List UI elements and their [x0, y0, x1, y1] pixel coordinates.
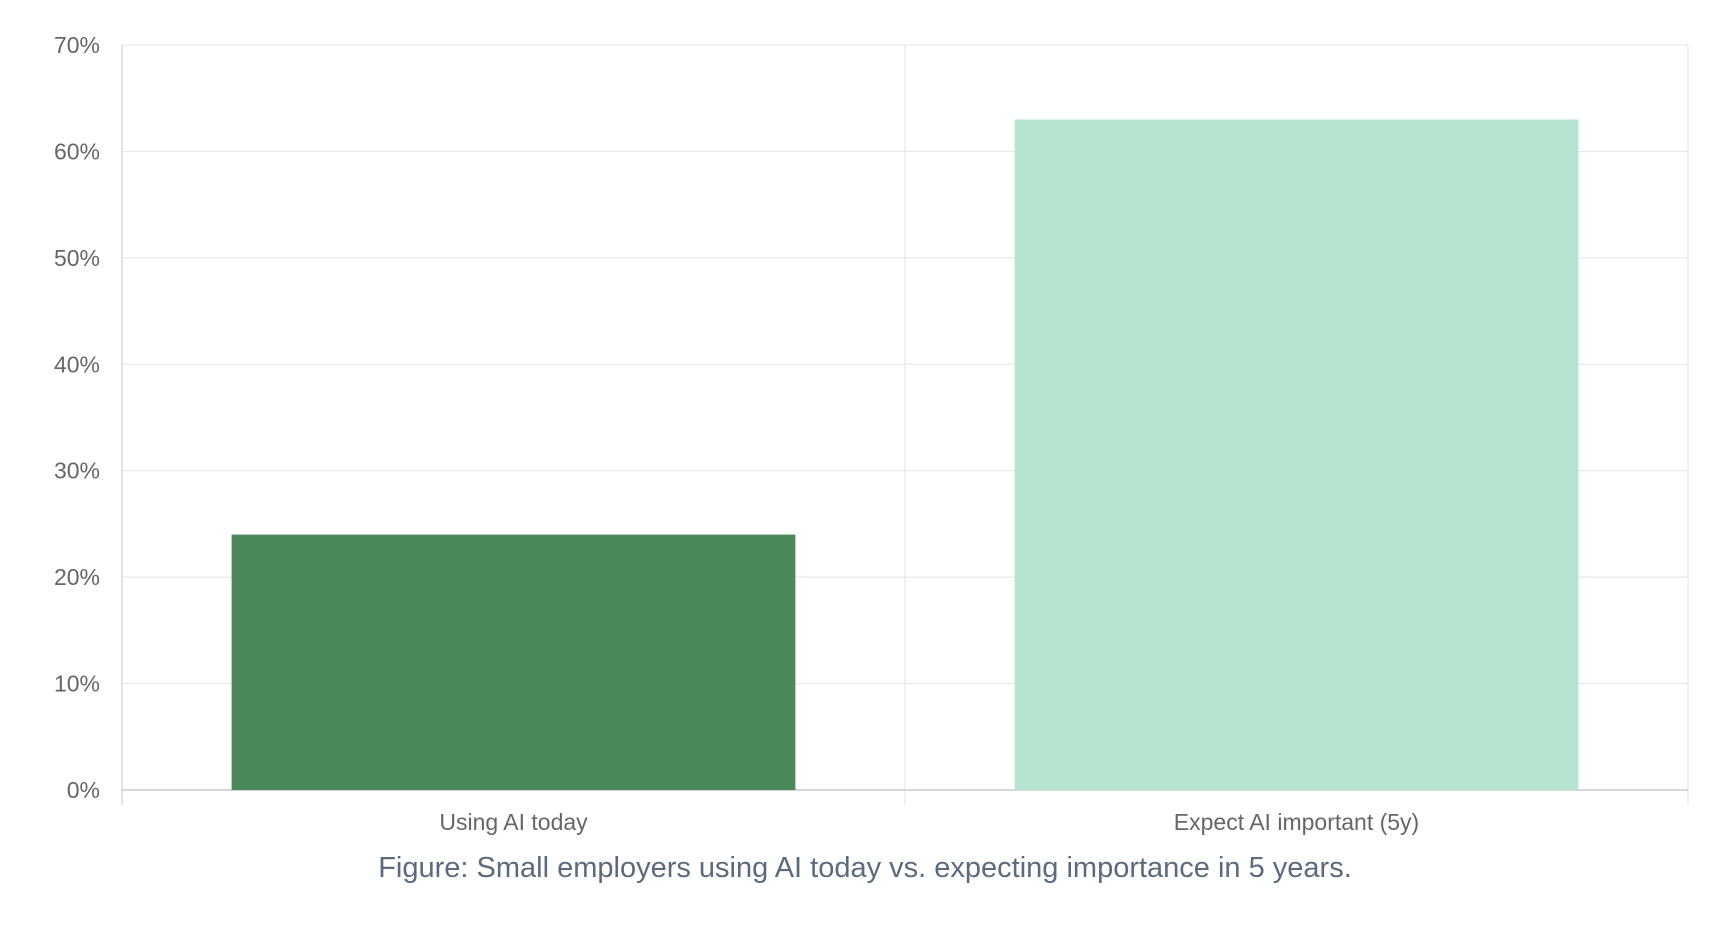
y-tick-label: 70%	[54, 32, 100, 58]
y-tick-label: 30%	[54, 458, 100, 484]
bar-2	[1014, 119, 1579, 790]
y-tick-labels: 0% 10% 20% 30% 40% 50% 60% 70%	[54, 32, 100, 803]
y-tick-label: 0%	[67, 777, 100, 803]
x-tick-label: Using AI today	[439, 809, 588, 835]
bar-1	[231, 534, 796, 790]
bars	[231, 119, 1579, 790]
x-tick-labels: Using AI today Expect AI important (5y)	[439, 809, 1419, 835]
y-tick-label: 60%	[54, 138, 100, 164]
x-tick-label: Expect AI important (5y)	[1174, 809, 1419, 835]
y-tick-label: 20%	[54, 564, 100, 590]
y-tick-label: 50%	[54, 245, 100, 271]
y-tick-label: 10%	[54, 671, 100, 697]
figure-caption: Figure: Small employers using AI today v…	[378, 852, 1352, 884]
y-tick-label: 40%	[54, 351, 100, 377]
